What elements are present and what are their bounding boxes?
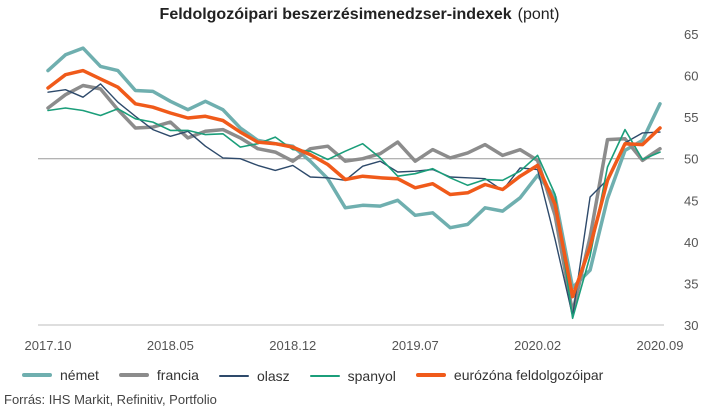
legend-label: olasz [256,368,290,384]
y-tick-label: 35 [684,276,698,291]
legend-label: eurózóna feldolgozóipar [453,367,604,383]
x-tick-label: 2020.09 [637,338,684,353]
x-tick-label: 2017.10 [25,338,72,353]
y-tick-label: 30 [684,318,698,333]
x-tick-label: 2019.07 [392,338,439,353]
legend-swatch [218,375,249,377]
series-line-olasz [47,83,661,317]
legend-swatch [118,373,149,377]
series-line-német [46,46,662,290]
legend-item: eurózóna feldolgozóipar [415,367,604,383]
legend-swatch [22,373,52,377]
y-tick-label: 40 [684,235,698,250]
axis-layer: 30 35 40 45 50 55 60 65 2017.10 2018.05 2018.12 201… [25,27,699,353]
series-line-eurózóna-feldolgozóipar [46,68,662,299]
legend-swatch [309,375,340,377]
y-tick-label: 65 [684,27,698,42]
legend-item: spanyol [309,368,396,384]
series-layer [46,46,662,320]
chart-unit-text: (pont) [517,6,560,23]
line-chart: 30 35 40 45 50 55 60 65 2017.10 2018.05 2018.12 201… [25,27,699,353]
y-tick-label: 50 [684,152,698,167]
legend-item: német [22,367,99,383]
x-tick-label: 2018.05 [147,338,194,353]
chart-title-text: Feldolgozóipari beszerzésimenedzser-inde… [159,6,512,23]
legend-item: olasz [218,368,290,384]
series-line-spanyol [47,107,661,320]
chart-title: Feldolgozóipari beszerzésimenedzser-inde… [0,6,719,24]
chart-legend: német francia olasz spanyol eurózóna feldolg… [22,364,623,386]
source-note: Forrás: IHS Markit, Refinitiv, Portfolio [4,392,217,407]
x-tick-label: 2018.12 [269,338,316,353]
legend-swatch [415,373,446,377]
y-tick-label: 45 [684,193,698,208]
y-tick-label: 60 [684,69,698,84]
legend-label: spanyol [347,368,396,384]
legend-label: német [60,367,99,383]
y-tick-label: 55 [684,110,698,125]
legend-label: francia [156,367,199,383]
legend-item: francia [118,367,199,383]
x-tick-label: 2020.02 [514,338,561,353]
